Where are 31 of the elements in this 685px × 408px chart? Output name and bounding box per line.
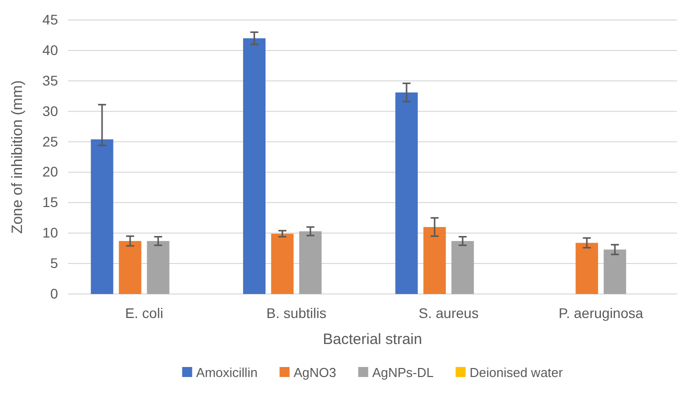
legend-label: AgNO3 — [294, 365, 336, 380]
y-tick-label: 45 — [42, 11, 58, 28]
legend-label: Amoxicillin — [196, 365, 258, 380]
y-tick-label: 35 — [42, 72, 58, 88]
y-axis-title: Zone of inhibition (mm) — [9, 80, 26, 234]
bar — [90, 139, 114, 294]
x-tick-label: P. aeruginosa — [558, 304, 644, 321]
bar — [243, 38, 266, 294]
y-tick-label: 10 — [42, 224, 58, 241]
y-tick-label: 5 — [50, 255, 58, 272]
x-axis-title: Bacterial strain — [322, 331, 422, 348]
bar — [299, 231, 322, 294]
y-tick-label: 15 — [42, 194, 58, 210]
bar — [395, 92, 418, 294]
bar — [146, 241, 170, 294]
bar — [451, 241, 474, 294]
bar — [271, 234, 294, 294]
x-tick-label: S. aureus — [418, 304, 479, 321]
legend-label: Deionised water — [470, 365, 564, 380]
bar — [604, 250, 626, 294]
bar — [118, 241, 142, 294]
bar — [576, 242, 598, 294]
x-tick-label: E. coli — [125, 304, 164, 321]
y-tick-label: 40 — [42, 42, 58, 58]
y-tick-label: 0 — [50, 285, 58, 302]
y-tick-label: 30 — [42, 102, 58, 119]
x-tick-label: B. subtilis — [266, 304, 326, 321]
legend-label: AgNPs-DL — [372, 365, 434, 380]
y-tick-label: 20 — [42, 164, 58, 180]
y-tick-label: 25 — [42, 133, 58, 150]
bar — [423, 227, 446, 294]
